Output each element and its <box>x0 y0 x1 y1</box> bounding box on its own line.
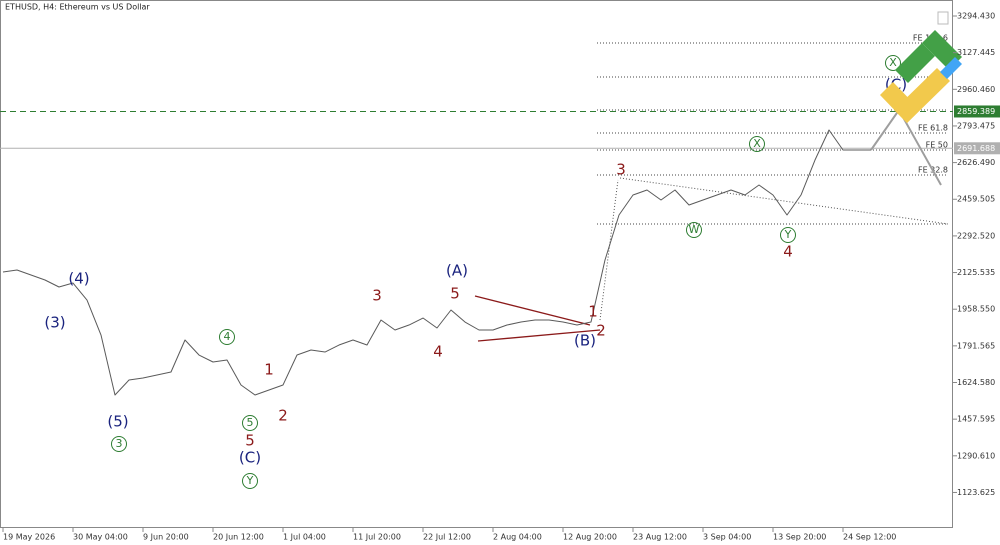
price-line-series <box>2 129 871 396</box>
x-tick-label: 3 Sep 04:00 <box>703 533 751 542</box>
y-tick-label: 1123.625 <box>957 488 995 497</box>
x-tick-label: 24 Sep 12:00 <box>843 533 896 542</box>
wave-circle <box>219 329 235 345</box>
trend-line <box>599 179 619 321</box>
y-tick-label: 1791.565 <box>957 341 995 350</box>
layer <box>2 109 942 396</box>
x-tick-label: 23 Aug 12:00 <box>633 533 687 542</box>
y-tick-label: 1457.595 <box>957 415 995 424</box>
wave-circle <box>111 436 127 452</box>
wave-label: 4 <box>433 343 443 361</box>
wave-label: 5 <box>245 432 255 450</box>
x-tick-label: 19 May 2026 <box>3 533 55 542</box>
wave-circle <box>242 473 258 489</box>
wave-label: 3 <box>372 287 382 305</box>
wave-circle <box>780 227 796 243</box>
trend-line <box>477 329 601 342</box>
wave-label: 5 <box>247 416 254 429</box>
fib-label: FE 50 <box>926 140 948 149</box>
wave-label: 3 <box>616 161 626 179</box>
wave-label: Y <box>246 474 254 487</box>
wave-label: (B) <box>574 332 596 350</box>
wave-label: 1 <box>588 303 598 321</box>
price-line-series <box>870 109 942 186</box>
wave-circle <box>242 415 258 431</box>
wave-label: 4 <box>783 243 793 261</box>
y-tick-label: 1624.580 <box>957 378 995 387</box>
wave-label: (3) <box>44 314 65 332</box>
wave-label: 4 <box>224 330 231 343</box>
logo <box>880 30 962 123</box>
plot-frame <box>0 0 953 528</box>
y-tick-label: 2125.535 <box>957 268 995 277</box>
fib-label: FE 61.8 <box>918 123 948 132</box>
chart-title: ETHUSD, H4: Ethereum vs US Dollar <box>5 3 150 12</box>
wave-label: (5) <box>107 413 128 431</box>
x-tick-label: 22 Jul 12:00 <box>423 533 471 542</box>
wave-label: 5 <box>450 285 460 303</box>
wave-label: X <box>889 56 897 69</box>
y-tick-label: 1290.610 <box>957 451 995 460</box>
y-tick-label: 2292.520 <box>957 231 995 240</box>
y-tick-label: 1958.550 <box>957 305 995 314</box>
y-tick-label: 3127.445 <box>957 48 995 57</box>
x-tick-label: 20 Jun 12:00 <box>213 533 264 542</box>
price-tag <box>954 142 1000 155</box>
wave-circle <box>749 136 765 152</box>
wave-label: 2 <box>596 322 606 340</box>
trend-line <box>474 295 591 326</box>
wave-label: 1 <box>264 361 274 379</box>
price-tag-label: 2691.688 <box>957 144 995 153</box>
wave-circle <box>686 222 702 238</box>
annotations: (4) (3) (5) 3 4 5 5 (C) Y 1 2 3 (A) 5 4 … <box>44 55 907 489</box>
y-tick-label: 2626.490 <box>957 158 995 167</box>
y-tick-label: 3294.430 <box>957 11 995 20</box>
x-tick-label: 11 Jul 20:00 <box>353 533 401 542</box>
x-tick-label: 9 Jun 20:00 <box>143 533 189 542</box>
wave-label: W <box>689 223 700 236</box>
wave-label: (A) <box>446 262 468 280</box>
toolbar-icon[interactable] <box>937 11 949 25</box>
wave-label: (C) <box>239 449 261 467</box>
wave-label: Y <box>784 228 792 241</box>
wave-label: X <box>753 137 761 150</box>
x-tick-label: 1 Jul 04:00 <box>283 533 326 542</box>
wave-label: 3 <box>116 437 123 450</box>
y-tick-label: 2793.475 <box>957 121 995 130</box>
x-tick-label: 12 Aug 20:00 <box>563 533 617 542</box>
y-tick-label: 2459.505 <box>957 195 995 204</box>
y-tick-label: 2960.460 <box>957 85 995 94</box>
x-tick-label: 2 Aug 04:00 <box>493 533 542 542</box>
wave-label: (4) <box>68 270 89 288</box>
price-tag <box>954 105 1000 118</box>
price-tag-label: 2859.389 <box>957 107 995 116</box>
wave-label: 2 <box>278 407 288 425</box>
x-tick-label: 30 May 04:00 <box>73 533 128 542</box>
wave-circle <box>885 55 901 71</box>
trend-line <box>619 177 949 225</box>
x-tick-label: 13 Sep 20:00 <box>773 533 826 542</box>
